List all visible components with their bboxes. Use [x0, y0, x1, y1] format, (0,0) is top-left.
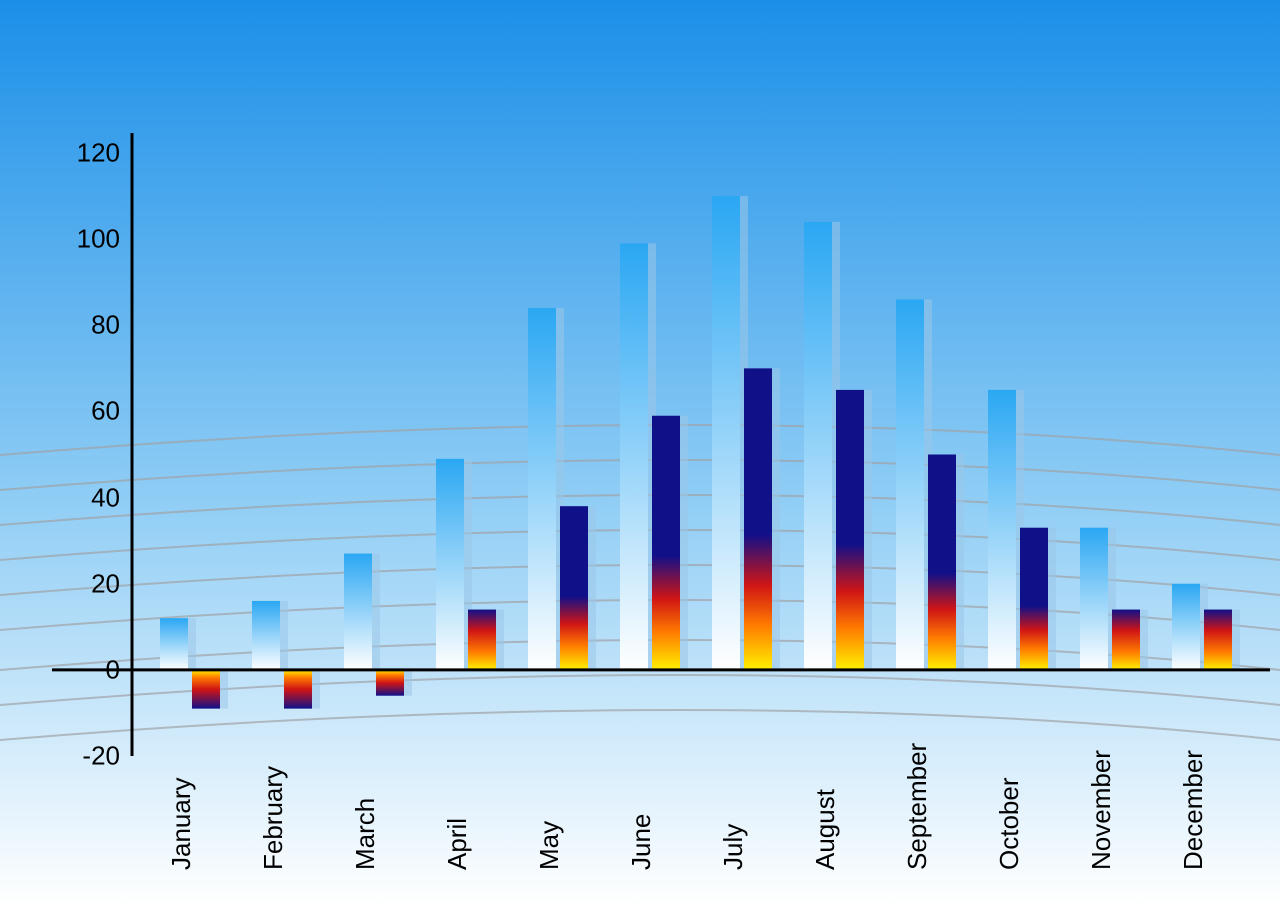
bar-series2 [1112, 610, 1140, 670]
x-axis-label: November [1086, 750, 1117, 870]
bar-series2 [192, 670, 220, 709]
bar-series2 [652, 416, 680, 670]
bar-series2 [836, 390, 864, 670]
bar-series1 [252, 601, 280, 670]
x-axis-label: February [258, 766, 289, 870]
y-tick-label: 0 [106, 654, 120, 685]
x-axis-label: August [810, 789, 841, 870]
bar-series1 [436, 459, 464, 670]
bar-series2 [284, 670, 312, 709]
bar-series1 [620, 243, 648, 669]
x-axis-label: June [626, 814, 657, 870]
chart-stage: -20 0 20 40 60 80 100 120 January February March A… [0, 0, 1280, 905]
y-tick-label: -20 [82, 741, 120, 772]
bar-series1 [344, 554, 372, 670]
bar-series2 [1204, 610, 1232, 670]
x-axis-label: December [1178, 750, 1209, 870]
x-axis-label: September [902, 743, 933, 870]
bar-series2 [468, 610, 496, 670]
bar-series1 [528, 308, 556, 670]
bar-series2 [376, 670, 404, 696]
x-axis-label: January [166, 778, 197, 871]
bar-series2 [928, 455, 956, 670]
x-axis-label: July [718, 824, 749, 870]
x-axis-label: April [442, 818, 473, 870]
x-axis-label: October [994, 778, 1025, 871]
bar-series1 [160, 618, 188, 670]
y-tick-label: 40 [91, 482, 120, 513]
bar-series1 [1080, 528, 1108, 670]
bar-series1 [712, 196, 740, 670]
y-tick-label: 80 [91, 310, 120, 341]
y-tick-label: 120 [77, 138, 120, 169]
bar-series1 [804, 222, 832, 670]
bar-series1 [1172, 584, 1200, 670]
bar-series2 [560, 506, 588, 670]
bar-series1 [988, 390, 1016, 670]
bar-series2 [1020, 528, 1048, 670]
x-axis-label: March [350, 798, 381, 870]
bar-series2 [744, 368, 772, 670]
bar-series1 [896, 299, 924, 669]
x-axis-label: May [534, 821, 565, 870]
y-tick-label: 20 [91, 568, 120, 599]
y-tick-label: 100 [77, 224, 120, 255]
y-tick-label: 60 [91, 396, 120, 427]
